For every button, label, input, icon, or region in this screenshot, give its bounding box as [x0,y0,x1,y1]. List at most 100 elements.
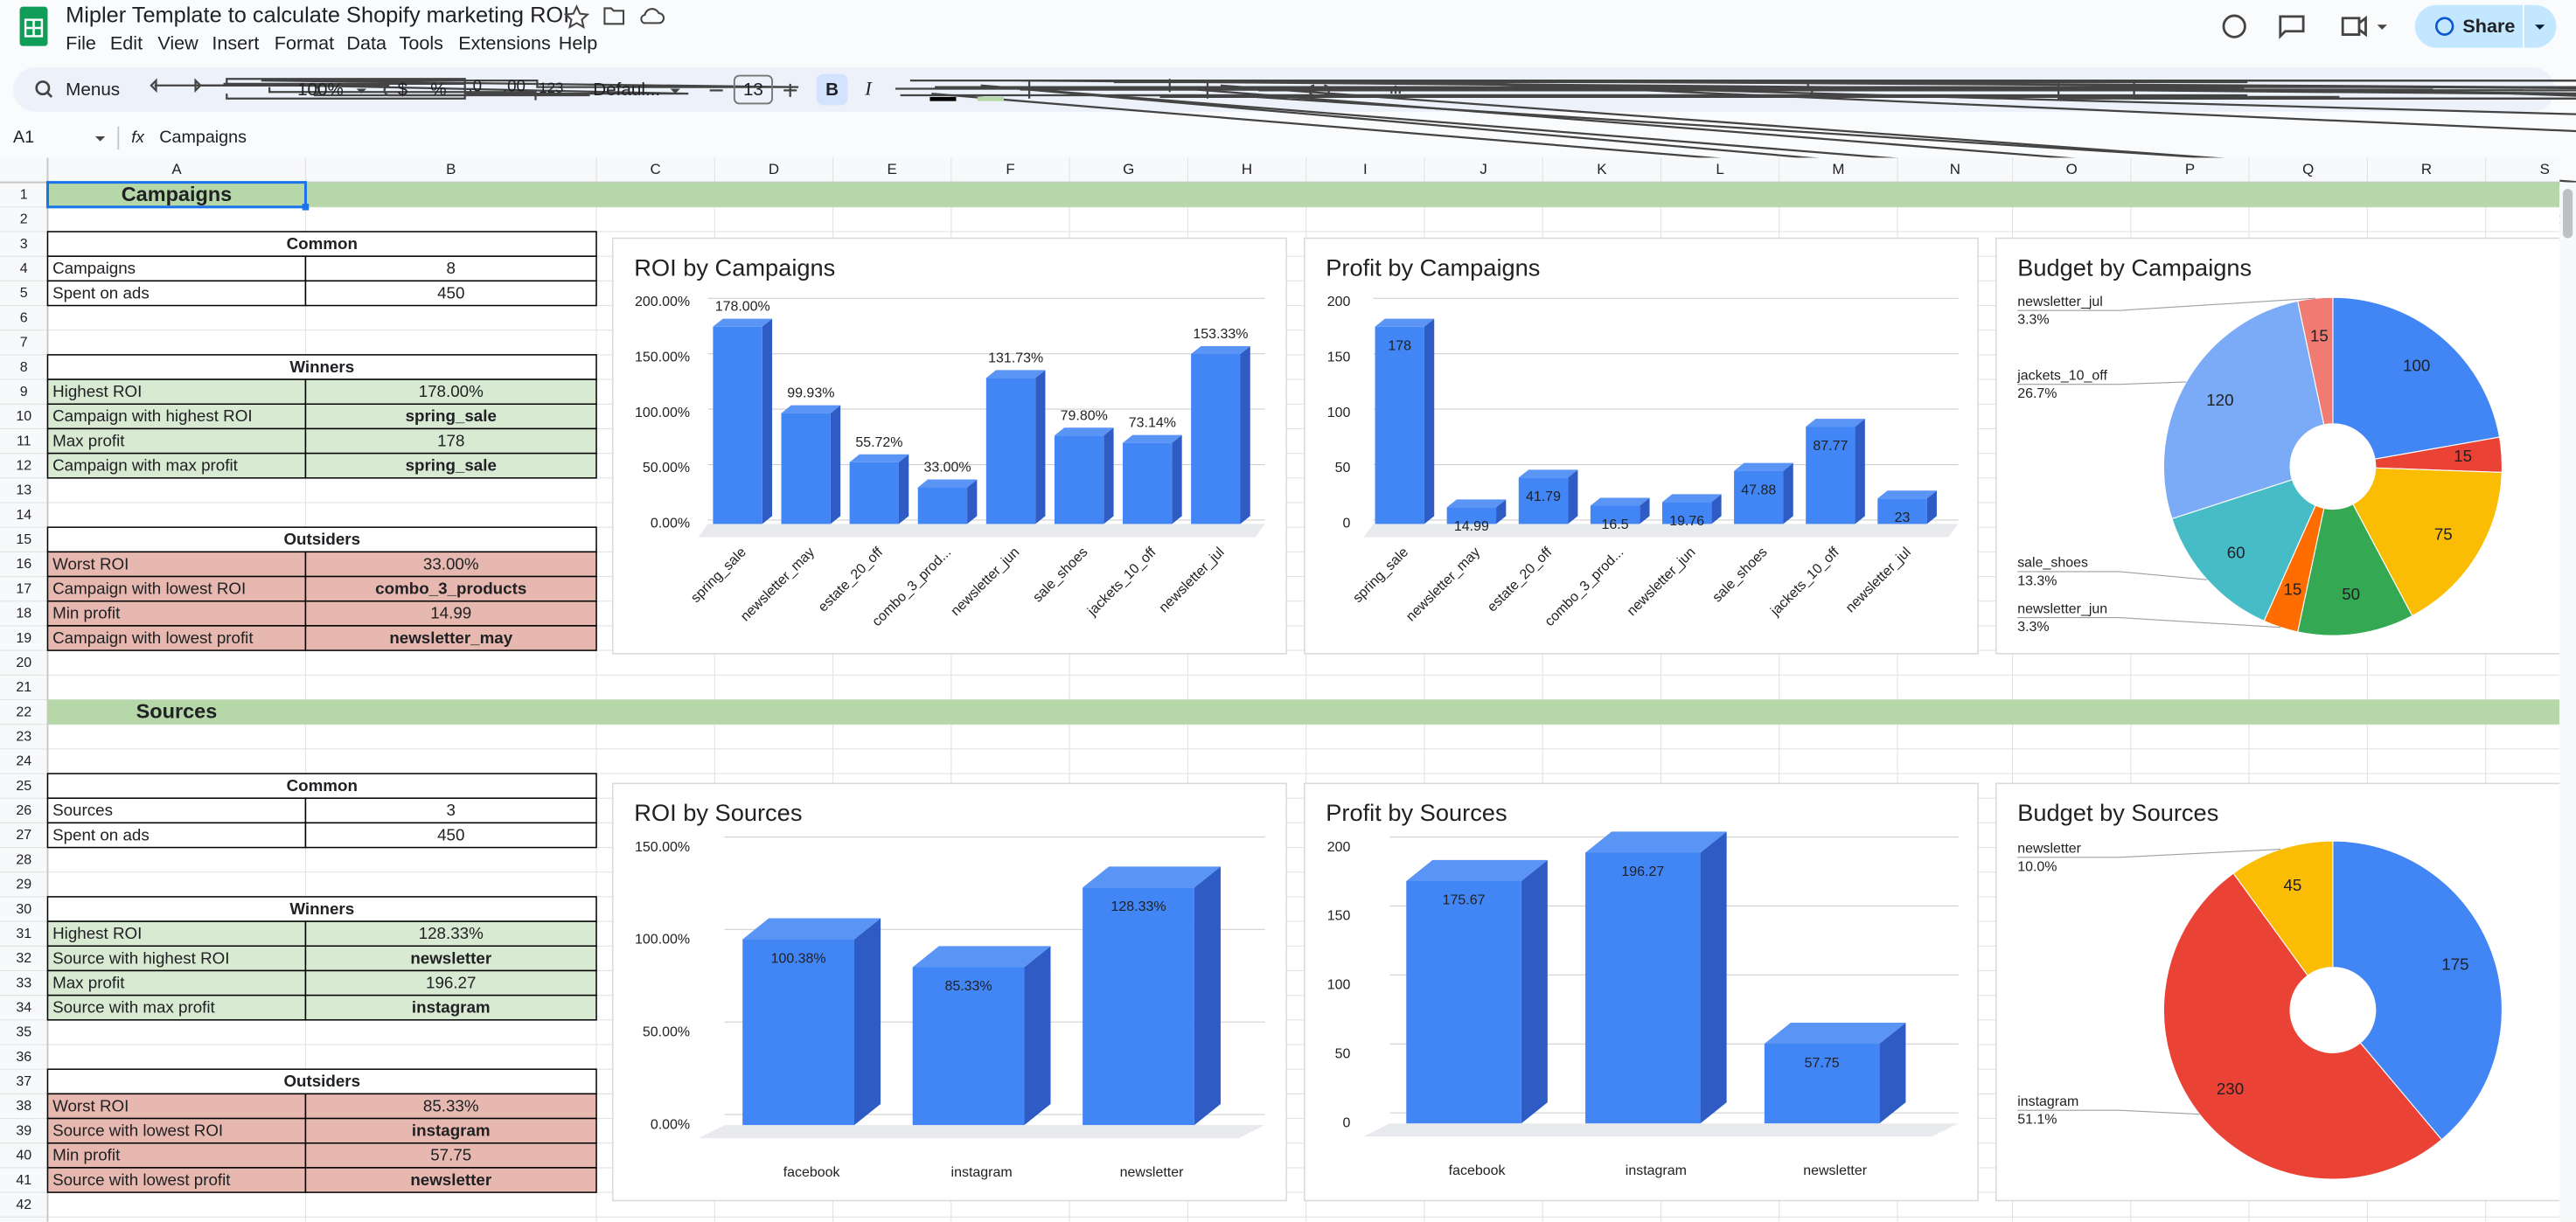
value-cell[interactable] [304,797,597,824]
bar[interactable] [1518,477,1569,524]
pie-slice[interactable] [2171,479,2316,622]
column-header[interactable]: M [1832,161,1844,177]
bar[interactable] [912,967,1025,1126]
column-header[interactable]: B [446,161,456,177]
font-size[interactable]: 13 [743,80,763,100]
column-header[interactable]: H [1242,161,1252,177]
value-cell[interactable] [304,551,597,578]
bar[interactable] [1446,507,1497,524]
bar[interactable] [1661,502,1712,524]
label-cell[interactable] [46,822,307,849]
row-header[interactable]: 25 [16,779,31,794]
increase-font[interactable] [783,83,797,97]
column-header[interactable]: Q [2302,161,2314,177]
fill-color[interactable] [980,84,2576,345]
label-cell[interactable] [46,575,307,602]
table-title[interactable]: Outsiders [283,1072,360,1090]
version-history-icon[interactable] [2222,14,2246,38]
value-cell[interactable] [304,969,597,996]
row-header[interactable]: 1 [20,187,28,202]
row-header[interactable]: 40 [16,1149,31,1163]
column-header[interactable]: D [769,161,779,177]
row-header[interactable]: 38 [16,1099,31,1114]
value-cell[interactable] [304,1167,597,1193]
bar[interactable] [849,462,899,524]
bar[interactable] [1590,505,1640,524]
bar[interactable] [1806,427,1855,524]
functions[interactable] [1522,80,2576,268]
column-header[interactable]: G [1123,161,1134,177]
row-header[interactable]: 3 [20,237,28,252]
bar[interactable] [781,413,831,524]
row-header[interactable]: 35 [16,1025,31,1040]
row-header[interactable]: 20 [16,656,31,670]
value-cell[interactable] [304,1117,597,1144]
redo[interactable] [194,78,590,97]
bar[interactable] [1734,470,1784,524]
menu-item[interactable]: Help [559,32,597,54]
zoom[interactable]: 100% [297,80,344,100]
table-title[interactable]: Common [287,234,358,253]
row-header[interactable]: 28 [16,852,31,867]
row-header[interactable]: 39 [16,1123,31,1138]
bar[interactable] [1585,852,1701,1124]
bar[interactable] [1054,435,1104,524]
label-cell[interactable] [46,280,307,307]
meet-icon[interactable] [2341,15,2367,38]
row-header[interactable]: 32 [16,951,31,966]
row-header[interactable]: 33 [16,976,31,990]
pie-slice[interactable] [2232,840,2334,976]
label-cell[interactable] [46,378,307,406]
star-icon[interactable] [563,4,590,29]
meet-dropdown[interactable] [2377,24,2387,30]
row-header[interactable]: 37 [16,1074,31,1089]
row-header[interactable]: 16 [16,557,31,572]
label-cell[interactable] [46,1167,307,1193]
label-cell[interactable] [46,427,307,455]
value-cell[interactable] [304,994,597,1021]
share-dropdown[interactable] [2535,24,2545,30]
bar[interactable] [1123,442,1173,524]
bar[interactable] [1375,326,1424,524]
row-header[interactable]: 17 [16,581,31,596]
pie-slice[interactable] [2162,300,2325,520]
value-cell[interactable] [304,403,597,430]
label-cell[interactable] [46,551,307,578]
column-header[interactable]: I [1363,161,1368,177]
column-header[interactable]: C [651,161,661,177]
cloud-icon[interactable] [640,8,665,24]
bar[interactable] [1764,1044,1880,1124]
bar[interactable] [985,378,1036,524]
row-header[interactable]: 18 [16,607,31,621]
format-percent[interactable]: % [430,80,446,100]
more-formats[interactable]: 123 [539,80,563,96]
label-cell[interactable] [46,255,307,282]
row-header[interactable]: 12 [16,459,31,474]
row-header[interactable]: 22 [16,705,31,719]
column-header[interactable]: N [1950,161,1960,177]
row-header[interactable]: 19 [16,631,31,646]
zoom-dropdown[interactable] [356,88,366,94]
column-header[interactable]: O [2066,161,2078,177]
label-cell[interactable] [46,403,307,430]
increase-decimal[interactable]: .00 [503,77,526,95]
row-header[interactable]: 36 [16,1050,31,1065]
row-header[interactable]: 15 [16,532,31,547]
row-header[interactable]: 5 [20,286,28,301]
table-title[interactable]: Common [287,776,358,795]
paint-format[interactable] [261,80,799,101]
value-cell[interactable] [304,600,597,627]
row-header[interactable]: 13 [16,483,31,498]
bar[interactable] [1083,887,1194,1126]
column-header[interactable]: P [2185,161,2195,177]
row-header[interactable]: 8 [20,360,28,375]
row-header[interactable]: 27 [16,828,31,843]
pie-slice[interactable] [2162,872,2443,1180]
column-header[interactable]: A [171,161,182,177]
decrease-decimal[interactable]: .0 [468,77,482,95]
format-currency[interactable]: $ [398,80,408,100]
bar[interactable] [713,326,762,524]
row-header[interactable]: 2 [20,212,28,227]
comments-icon[interactable] [2279,15,2305,39]
pie-slice[interactable] [2332,840,2503,1141]
